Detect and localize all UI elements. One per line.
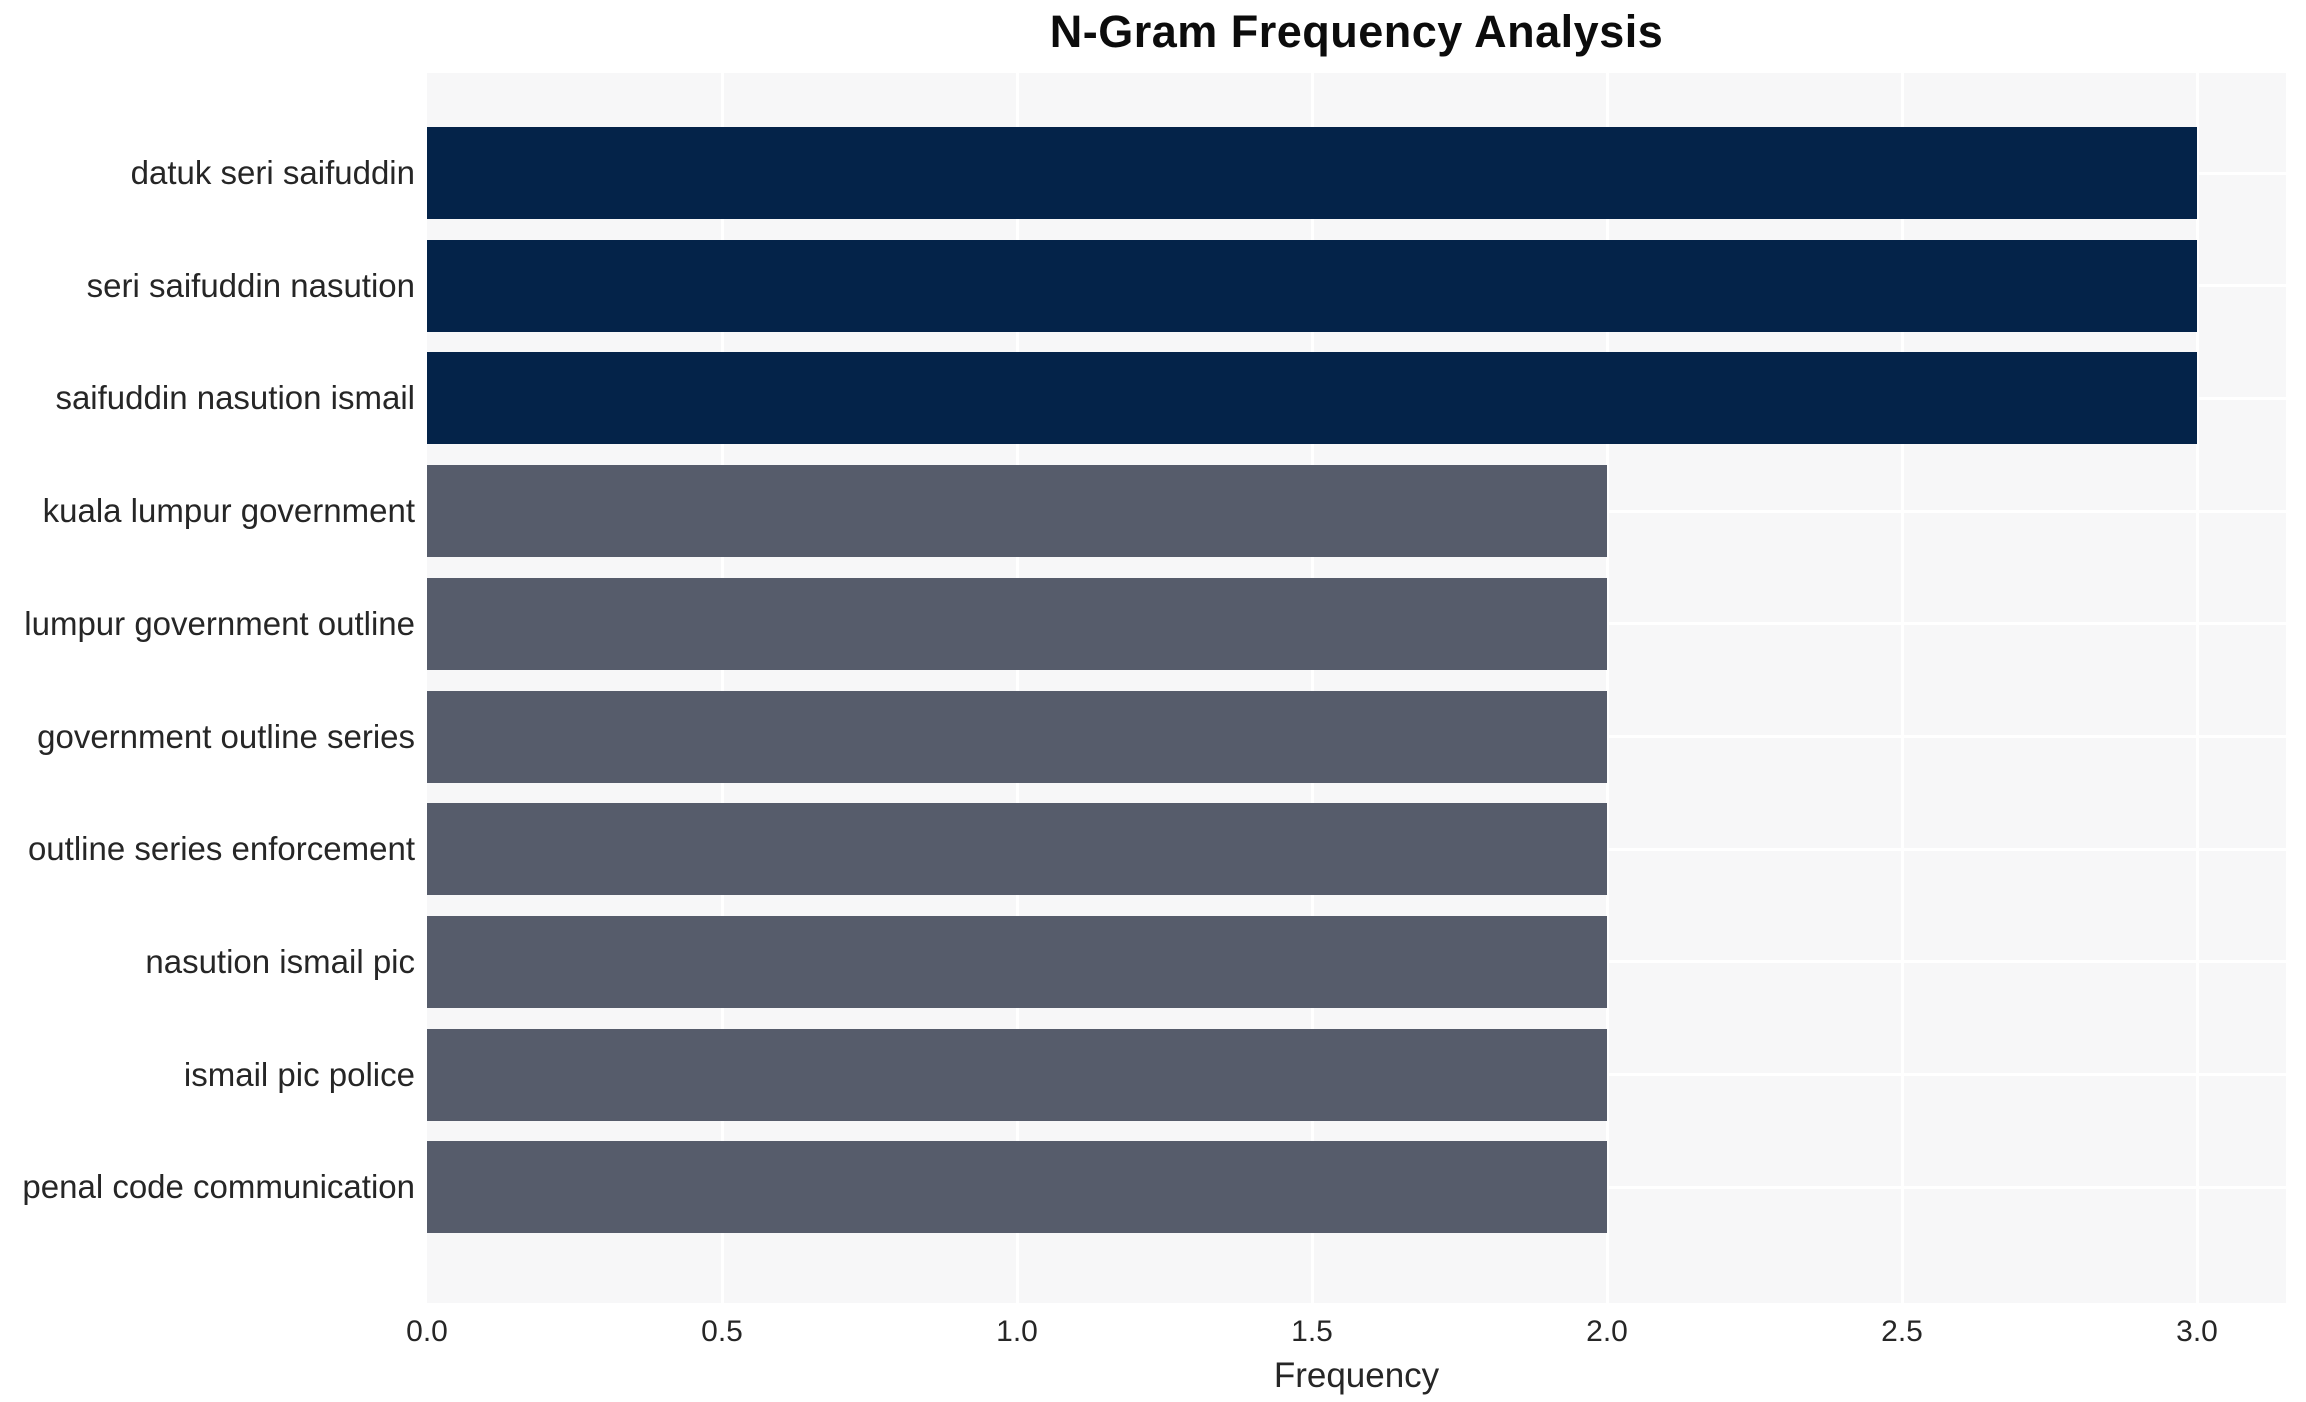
gridline-x <box>1016 73 1019 1303</box>
bar-outline-series-enforcement <box>427 803 1607 895</box>
y-tick-label: kuala lumpur government <box>42 492 415 529</box>
x-tick-label: 0.0 <box>406 1315 448 1348</box>
bar-datuk-seri-saifuddin <box>427 127 2197 219</box>
x-axis-label: Frequency <box>1273 1356 1440 1395</box>
bar-ismail-pic-police <box>427 1029 1607 1121</box>
gridline-x <box>1901 73 1904 1303</box>
gridline-x <box>721 73 724 1303</box>
y-tick-label: government outline series <box>37 718 415 755</box>
gridline-x <box>1311 73 1314 1303</box>
x-tick-label: 1.5 <box>1291 1315 1333 1348</box>
y-tick-label: outline series enforcement <box>27 830 415 867</box>
y-tick-label: ismail pic police <box>183 1056 415 1093</box>
plot-area <box>427 73 2286 1303</box>
bar-lumpur-government-outline <box>427 578 1607 670</box>
bar-government-outline-series <box>427 691 1607 783</box>
bar-nasution-ismail-pic <box>427 916 1607 1008</box>
chart-title: N-Gram Frequency Analysis <box>1049 6 1664 57</box>
bar-saifuddin-nasution-ismail <box>427 352 2197 444</box>
y-tick-label: nasution ismail pic <box>145 943 415 980</box>
bar-seri-saifuddin-nasution <box>427 240 2197 332</box>
bar-kuala-lumpur-government <box>427 465 1607 557</box>
x-tick-label: 0.5 <box>701 1315 743 1348</box>
y-tick-label: datuk seri saifuddin <box>130 154 415 191</box>
y-tick-label: seri saifuddin nasution <box>86 267 415 304</box>
y-tick-label: penal code communication <box>22 1168 415 1205</box>
bar-penal-code-communication <box>427 1141 1607 1233</box>
x-tick-label: 1.0 <box>996 1315 1038 1348</box>
gridline-x <box>2196 73 2199 1303</box>
x-tick-label: 3.0 <box>2176 1315 2218 1348</box>
gridline-x <box>1606 73 1609 1303</box>
x-tick-label: 2.5 <box>1881 1315 1923 1348</box>
x-tick-label: 2.0 <box>1586 1315 1628 1348</box>
y-tick-label: saifuddin nasution ismail <box>55 379 415 416</box>
y-tick-label: lumpur government outline <box>24 605 415 642</box>
